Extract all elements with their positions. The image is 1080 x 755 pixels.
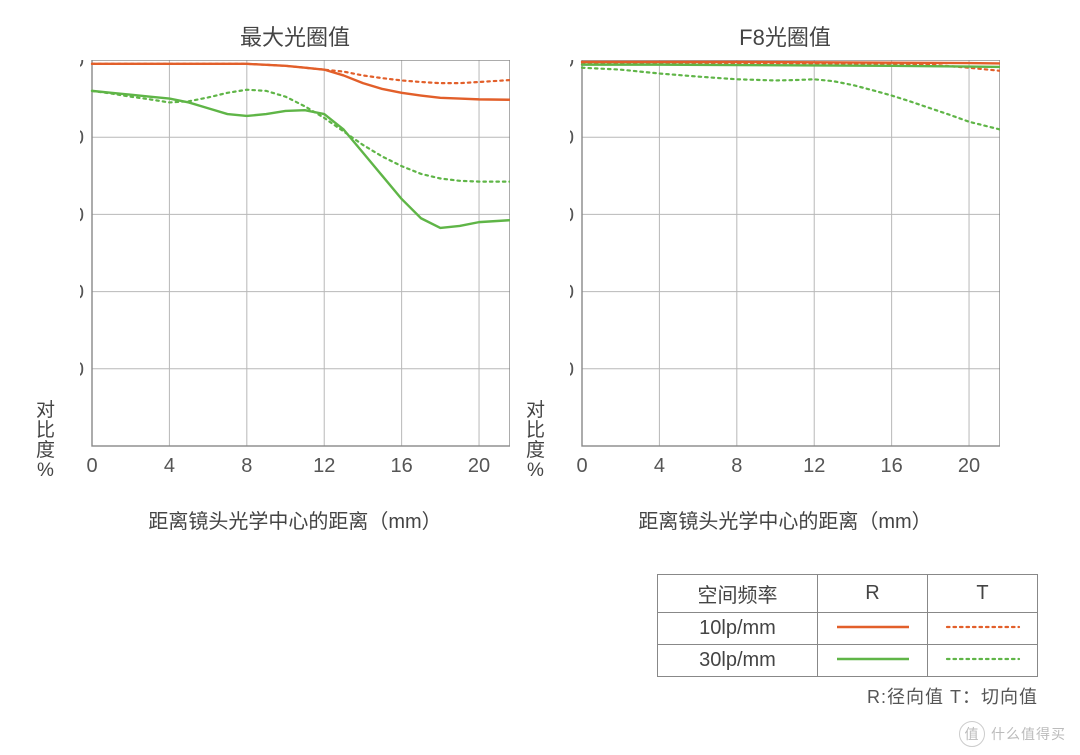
x-axis-label-right: 距离镜头光学中心的距离（mm） xyxy=(638,505,931,534)
svg-text:8: 8 xyxy=(241,455,252,477)
legend-sample-r xyxy=(818,613,928,645)
legend-header-freq: 空间频率 xyxy=(658,575,818,613)
legend-row: 10lp/mm xyxy=(658,613,1038,645)
y-axis-label: 对比度% xyxy=(526,401,545,481)
legend-header-t: T xyxy=(928,575,1038,613)
svg-text:80: 80 xyxy=(80,127,84,149)
svg-text:16: 16 xyxy=(391,455,413,477)
watermark-icon: 值 xyxy=(959,721,985,747)
watermark-text: 什么值得买 xyxy=(991,724,1066,744)
chart-wrap-right: 对比度% 20406080100048121620 xyxy=(570,60,1000,491)
watermark: 值 什么值得买 xyxy=(959,721,1066,747)
svg-text:0: 0 xyxy=(86,455,97,477)
svg-text:16: 16 xyxy=(881,455,903,477)
svg-text:12: 12 xyxy=(803,455,825,477)
legend-row: 30lp/mm xyxy=(658,645,1038,677)
svg-text:60: 60 xyxy=(80,204,84,226)
legend: 空间频率 R T 10lp/mm30lp/mm R:径向值 T：切向值 xyxy=(657,574,1038,709)
svg-text:8: 8 xyxy=(731,455,742,477)
legend-label: 10lp/mm xyxy=(658,613,818,645)
svg-text:80: 80 xyxy=(570,127,574,149)
svg-text:20: 20 xyxy=(570,359,574,381)
legend-sample-t xyxy=(928,645,1038,677)
y-axis-label: 对比度% xyxy=(36,401,55,481)
svg-text:40: 40 xyxy=(80,282,84,304)
svg-text:4: 4 xyxy=(164,455,175,477)
svg-text:0: 0 xyxy=(576,455,587,477)
legend-sample-r xyxy=(818,645,928,677)
legend-label: 30lp/mm xyxy=(658,645,818,677)
chart-title-right: F8光圈值 xyxy=(739,20,831,52)
legend-header-r: R xyxy=(818,575,928,613)
chart-svg-left: 20 40 60 80 100 0 4 8 12 16 20 xyxy=(80,60,510,486)
svg-text:4: 4 xyxy=(654,455,665,477)
legend-footer: R:径向值 T：切向值 xyxy=(657,683,1038,709)
svg-text:20: 20 xyxy=(80,359,84,381)
legend-sample-t xyxy=(928,613,1038,645)
chart-title-left: 最大光圈值 xyxy=(240,20,350,52)
legend-header-row: 空间频率 R T xyxy=(658,575,1038,613)
svg-text:20: 20 xyxy=(468,455,490,477)
svg-text:60: 60 xyxy=(570,204,574,226)
svg-text:40: 40 xyxy=(570,282,574,304)
chart-svg-right: 20 40 60 80 100 0 4 8 12 16 20 xyxy=(570,60,1000,486)
chart-wrap-left: 对比度% 20406080100048121620 xyxy=(80,60,510,491)
svg-text:12: 12 xyxy=(313,455,335,477)
x-axis-label-left: 距离镜头光学中心的距离（mm） xyxy=(148,505,441,534)
panel-right: F8光圈值 对比度% 20406080100048121620 距离镜头光学中心… xyxy=(570,20,1000,534)
chart-panels: 最大光圈值 对比度% 20406080100048121620 距离镜头光学中心… xyxy=(0,0,1080,534)
svg-text:100: 100 xyxy=(80,60,84,72)
svg-text:20: 20 xyxy=(958,455,980,477)
panel-left: 最大光圈值 对比度% 20406080100048121620 距离镜头光学中心… xyxy=(80,20,510,534)
legend-table: 空间频率 R T 10lp/mm30lp/mm xyxy=(657,574,1038,677)
svg-text:100: 100 xyxy=(570,60,574,72)
